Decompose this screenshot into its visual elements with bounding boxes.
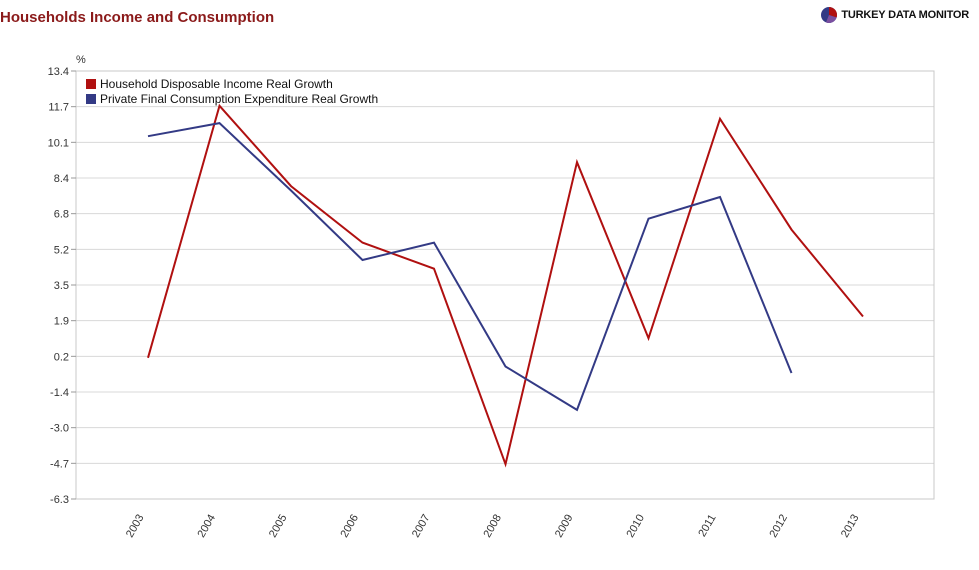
- y-tick-label: -1.4: [50, 387, 69, 399]
- y-tick-label: 8.4: [54, 173, 69, 185]
- y-tick-label: 10.1: [48, 137, 69, 149]
- pie-logo-icon: [821, 7, 838, 23]
- x-axis-ticks: 2003 2004 2005 2006 2007 2008 2009 2010 2011 2012…: [124, 513, 862, 540]
- y-tick-label: 6.8: [54, 209, 69, 221]
- legend: Household Disposable Income Real GrowthP…: [86, 77, 378, 106]
- y-tick-label: 5.2: [54, 244, 69, 256]
- legend-label: Private Final Consumption Expenditure Re…: [100, 92, 378, 106]
- y-tick-label: -6.3: [50, 494, 69, 506]
- x-tick-label: 2003: [124, 513, 147, 540]
- y-tick-label: 1.9: [54, 316, 69, 328]
- x-tick-label: 2009: [553, 513, 576, 540]
- x-tick-label: 2011: [696, 513, 718, 539]
- y-axis-ticks: 13.4 11.7 10.1 8.4 6.8 5.2 3.5 1.9 0.2 -1.4 -3.0 -4…: [48, 66, 76, 506]
- y-tick-label: -4.7: [50, 458, 69, 470]
- legend-swatch: [86, 94, 96, 104]
- x-tick-label: 2012: [767, 513, 790, 540]
- brand-logo: TURKEY DATA MONITOR: [820, 6, 969, 24]
- y-tick-label: -3.0: [50, 423, 69, 435]
- series-line-2: [147, 122, 793, 412]
- y-tick-label: 3.5: [54, 280, 69, 292]
- x-tick-label: 2007: [410, 513, 433, 540]
- grid-lines: [76, 70, 934, 500]
- series-line-1: [147, 103, 864, 468]
- legend-label: Household Disposable Income Real Growth: [100, 77, 333, 91]
- chart-title: Households Income and Consumption: [0, 9, 275, 26]
- y-tick-label: 0.2: [54, 351, 69, 363]
- y-tick-label: 13.4: [48, 66, 69, 78]
- y-axis-label: %: [76, 54, 86, 66]
- brand-name: TURKEY DATA MONITOR: [841, 9, 969, 21]
- y-tick-label: 11.7: [48, 102, 69, 114]
- series-lines: [147, 103, 864, 468]
- x-tick-label: 2005: [267, 513, 290, 540]
- x-tick-label: 2006: [338, 513, 361, 540]
- x-tick-label: 2004: [195, 513, 218, 540]
- x-tick-label: 2010: [624, 513, 647, 540]
- x-tick-label: 2013: [839, 513, 862, 540]
- legend-swatch: [86, 79, 96, 89]
- x-tick-label: 2008: [481, 513, 504, 540]
